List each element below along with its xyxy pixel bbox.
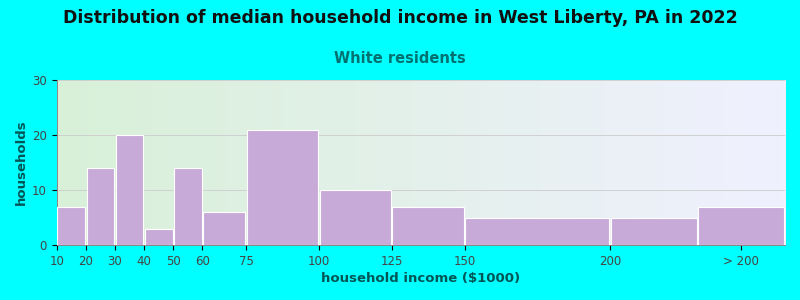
Bar — [698, 207, 784, 245]
Bar — [116, 135, 143, 245]
Text: Distribution of median household income in West Liberty, PA in 2022: Distribution of median household income … — [62, 9, 738, 27]
Bar — [86, 168, 114, 245]
Text: White residents: White residents — [334, 51, 466, 66]
Bar — [466, 218, 610, 245]
Bar — [203, 212, 246, 245]
Bar — [247, 130, 318, 245]
Y-axis label: households: households — [15, 120, 28, 206]
Bar — [393, 207, 464, 245]
Bar — [58, 207, 85, 245]
Bar — [174, 168, 202, 245]
Bar — [145, 229, 173, 245]
Bar — [611, 218, 697, 245]
X-axis label: household income ($1000): household income ($1000) — [322, 272, 521, 285]
Bar — [320, 190, 391, 245]
